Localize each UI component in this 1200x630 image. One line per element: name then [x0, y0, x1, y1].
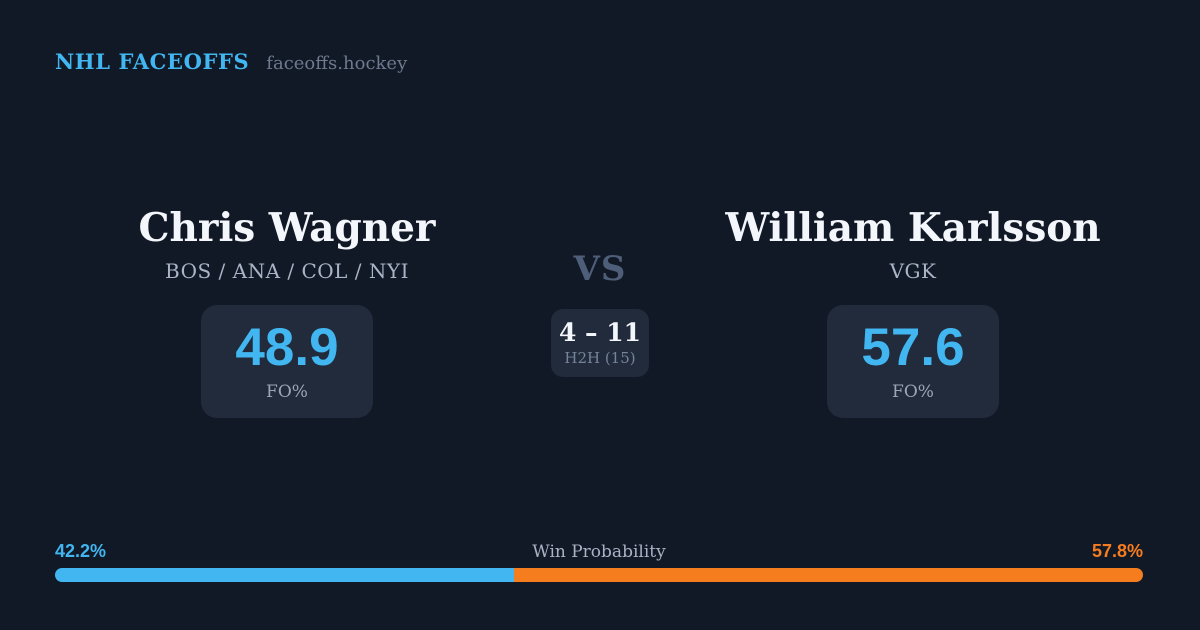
head-to-head-card: 4 – 11 H2H (15): [551, 309, 649, 377]
win-probability-right-value: 57.8%: [1091, 541, 1143, 561]
site-domain: faceoffs.hockey: [266, 53, 408, 74]
brand-title: NHL FACEOFFS: [55, 49, 250, 74]
player-right-column: William Karlsson VGK 57.6 FO%: [713, 205, 1113, 418]
player-right-name: William Karlsson: [725, 205, 1101, 251]
win-probability-bar: [55, 568, 1143, 582]
head-to-head-label: H2H (15): [564, 349, 636, 367]
player-right-teams: VGK: [889, 259, 937, 283]
winprob-bar-left: [55, 568, 515, 582]
player-left-column: Chris Wagner BOS / ANA / COL / NYI 48.9 …: [87, 205, 487, 418]
versus-label: VS: [573, 249, 627, 289]
versus-column: VS 4 – 11 H2H (15): [500, 250, 700, 377]
win-probability-labels: 42.2% Win Probability 57.8%: [55, 541, 1143, 562]
win-probability-title: Win Probability: [532, 542, 666, 562]
player-right-stat-value: 57.6: [861, 318, 965, 377]
player-left-stat-card: 48.9 FO%: [201, 305, 373, 418]
winprob-bar-right: [514, 568, 1143, 582]
player-left-name: Chris Wagner: [138, 205, 436, 251]
header: NHL FACEOFFS faceoffs.hockey: [55, 49, 407, 74]
player-left-stat-label: FO%: [266, 382, 308, 402]
player-right-stat-label: FO%: [892, 382, 934, 402]
player-left-teams: BOS / ANA / COL / NYI: [165, 259, 409, 283]
player-right-stat-card: 57.6 FO%: [827, 305, 999, 418]
win-probability-left-value: 42.2%: [55, 541, 107, 561]
player-left-stat-value: 48.9: [235, 318, 339, 377]
head-to-head-score: 4 – 11: [558, 318, 642, 347]
